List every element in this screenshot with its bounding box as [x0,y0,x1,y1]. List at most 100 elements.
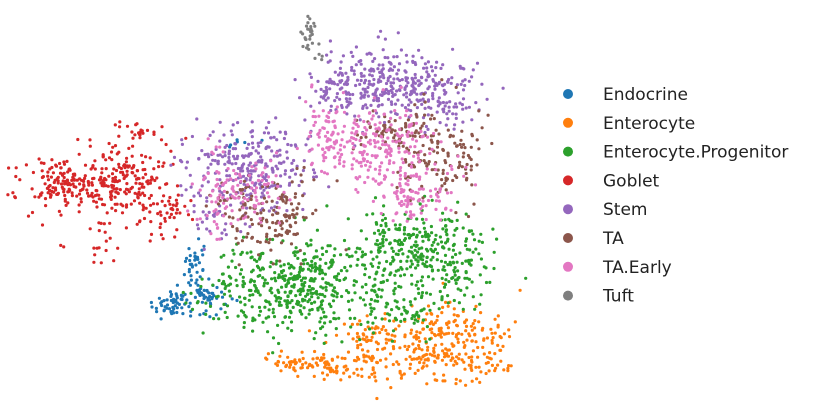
scatter-point [437,96,441,100]
scatter-point [392,55,396,59]
scatter-point [384,365,388,369]
scatter-point [159,317,163,321]
scatter-point [326,96,330,100]
scatter-point [449,208,453,212]
scatter-point [229,203,233,207]
scatter-point [470,132,474,136]
scatter-point [362,81,367,85]
scatter-point [220,231,224,235]
scatter-point [405,76,409,80]
legend-label: TA [602,229,624,249]
scatter-point [243,296,247,300]
scatter-point [393,119,397,123]
scatter-point [371,331,376,335]
legend-item-ta: TA [563,229,624,249]
scatter-point [414,139,418,143]
scatter-point [356,257,360,262]
scatter-point [100,167,104,171]
scatter-point [458,160,462,164]
scatter-point [371,321,375,325]
scatter-point [312,178,316,182]
scatter-point [437,199,441,203]
scatter-point [435,60,439,64]
scatter-point [143,167,147,172]
scatter-point [247,153,251,157]
scatter-point [489,357,493,361]
scatter-point [405,219,409,223]
scatter-point [425,364,429,368]
scatter-point [236,166,240,171]
scatter-point [247,173,252,177]
scatter-point [308,34,312,38]
scatter-point [115,187,119,191]
scatter-point [405,259,409,263]
scatter-point [204,301,208,305]
scatter-point [323,171,327,175]
scatter-point [265,235,269,239]
scatter-point [439,259,444,263]
scatter-point [170,312,174,316]
scatter-point [362,263,366,267]
scatter-point [381,325,385,329]
scatter-point [342,164,346,168]
scatter-point [246,183,250,187]
scatter-point [143,193,147,198]
scatter-point [288,181,292,185]
scatter-point [108,236,112,240]
scatter-point [311,212,315,216]
scatter-point [221,195,225,200]
scatter-point [241,285,245,289]
scatter-point [485,97,489,101]
scatter-point [460,358,464,362]
scatter-point [418,331,422,335]
scatter-point [223,286,227,291]
scatter-point [385,149,389,153]
scatter-point [304,216,308,220]
scatter-point [149,203,153,207]
scatter-point [452,307,456,311]
scatter-point [168,202,172,206]
scatter-point [214,200,218,204]
scatter-point [309,104,313,108]
scatter-point [464,259,468,263]
scatter-point [195,278,199,282]
scatter-point [402,93,406,97]
scatter-point [413,297,417,301]
scatter-point [373,375,377,379]
scatter-point [257,313,261,317]
scatter-point [419,126,423,130]
scatter-point [470,360,474,364]
scatter-point [110,194,114,198]
scatter-point [363,267,368,271]
scatter-point [351,92,355,97]
scatter-point [460,129,464,133]
scatter-point [402,305,406,309]
scatter-point [446,151,450,155]
scatter-point [414,258,418,262]
scatter-point [383,126,387,130]
scatter-point [416,319,420,323]
scatter-point [418,230,422,234]
scatter-point [322,310,326,314]
scatter-point [422,66,426,70]
scatter-point [142,185,146,189]
scatter-point [409,100,413,104]
scatter-point [279,174,283,178]
scatter-point [343,265,347,270]
scatter-point [388,159,392,163]
scatter-point [187,247,191,251]
scatter-point [355,159,359,163]
scatter-point [344,97,348,101]
scatter-point [384,337,388,341]
scatter-point [138,220,142,224]
scatter-point [269,159,273,163]
scatter-point [104,167,108,171]
scatter-point [340,152,344,157]
scatter-point [222,201,226,205]
scatter-point [295,166,299,171]
scatter-point [252,279,256,283]
scatter-point [470,183,474,187]
scatter-point [311,114,315,119]
scatter-point [431,322,435,326]
scatter-point [310,147,314,151]
